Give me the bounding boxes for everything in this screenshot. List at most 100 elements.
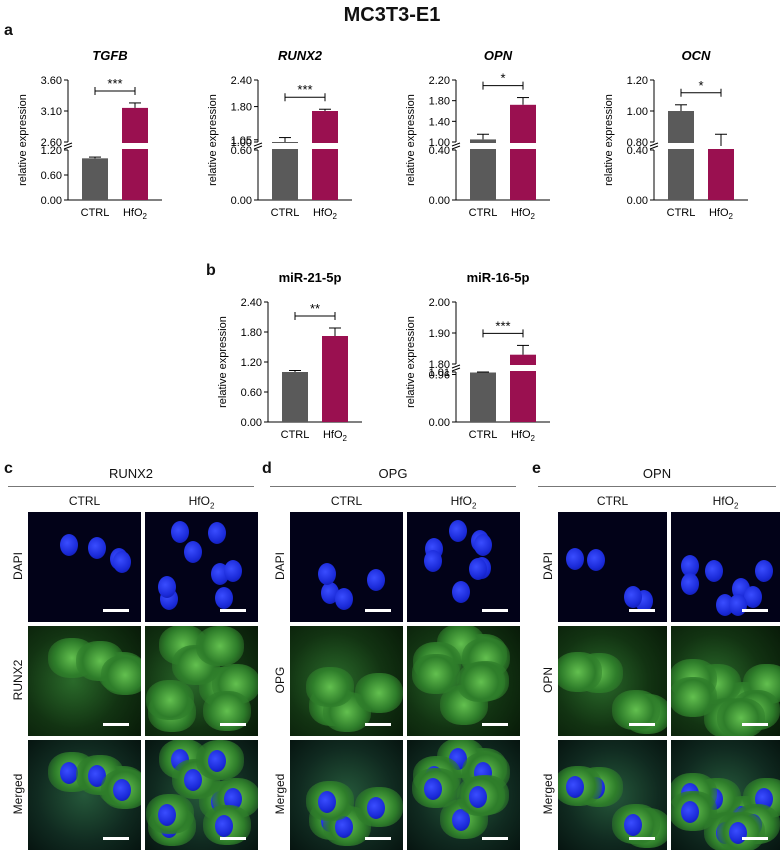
- if-col-label: HfO2: [450, 494, 477, 511]
- nucleus: [680, 573, 699, 596]
- axis-break-mark: [649, 142, 659, 147]
- bar-hfo2: [510, 104, 536, 200]
- y-tick-label: 2.20: [429, 75, 450, 87]
- scale-bar: [742, 609, 768, 612]
- scale-bar: [742, 837, 768, 840]
- if-col-label: CTRL: [68, 494, 101, 508]
- y-tick-label: 1.80: [429, 96, 450, 108]
- bar-break-gap: [311, 143, 339, 149]
- y-tick-label: 0.00: [627, 195, 648, 207]
- nucleus: [112, 551, 131, 574]
- nucleus: [318, 563, 337, 586]
- y-tick-label: 0.60: [41, 170, 62, 182]
- nucleus: [473, 534, 492, 557]
- significance-label: **: [310, 301, 320, 316]
- nucleus: [183, 769, 202, 792]
- scale-bar: [103, 723, 129, 726]
- y-tick-label: 1.05: [231, 135, 252, 147]
- y-tick-label: 0.40: [429, 145, 450, 157]
- x-tick-label: HfO2: [511, 429, 536, 443]
- axis-break-mark: [253, 145, 263, 150]
- nucleus: [158, 804, 177, 827]
- scale-bar: [103, 609, 129, 612]
- if-row-label: DAPI: [11, 552, 25, 581]
- nucleus: [728, 594, 747, 617]
- significance-label: ***: [495, 318, 510, 333]
- if-row-label: OPG: [273, 666, 287, 694]
- y-tick-label: 2.40: [231, 75, 252, 87]
- cell-cytoplasm: [100, 655, 141, 696]
- y-tick-label: 3.10: [41, 106, 62, 118]
- bar-ctrl: [272, 142, 298, 200]
- chart-opn: OPN relative expression 0.00 0.401.00 1.40 1.…: [405, 48, 550, 221]
- y-tick-label: 0.60: [241, 387, 262, 399]
- nucleus: [367, 796, 386, 819]
- bar-ctrl: [82, 158, 108, 200]
- nucleus: [566, 548, 585, 571]
- nucleus: [705, 560, 724, 583]
- y-tick-label: 1.00: [429, 137, 450, 149]
- significance-label: ***: [297, 82, 312, 97]
- if-panel-opn: OPN CTRL HfO2 DAPI OPN Merged: [530, 462, 784, 862]
- nucleus: [680, 801, 699, 824]
- chart-tgfb: TGFB relative expression 0.00 0.60 1.202.60 3…: [17, 48, 162, 221]
- scale-bar: [220, 723, 246, 726]
- nucleus: [754, 560, 773, 583]
- nucleus: [321, 581, 340, 604]
- y-tick-label: 1.80: [429, 359, 450, 371]
- nucleus: [587, 548, 606, 571]
- scale-bar: [629, 609, 655, 612]
- cell-cytoplasm: [146, 680, 195, 721]
- bar-break-gap: [667, 143, 695, 149]
- nucleus: [424, 550, 443, 573]
- nucleus: [424, 778, 443, 801]
- chart-mir-16-5p: miR-16-5p relative expression 0.00 0.961.01…: [405, 270, 550, 443]
- bar-hfo2: [708, 146, 734, 200]
- scale-bar: [365, 723, 391, 726]
- bar-hfo2: [122, 107, 148, 200]
- if-image-tile: [558, 740, 667, 850]
- if-target-label: OPN: [642, 466, 672, 481]
- if-image-tile: [28, 740, 141, 850]
- if-panel-opg: OPG CTRL HfO2 DAPI OPG Merged: [262, 462, 524, 862]
- figure-title: MC3T3-E1: [343, 4, 441, 26]
- scale-bar: [482, 837, 508, 840]
- y-tick-label: 0.00: [41, 195, 62, 207]
- if-image-tile: [290, 512, 403, 622]
- cell-cytoplasm: [195, 626, 244, 666]
- panel-label-b: b: [206, 262, 216, 279]
- bar-break-gap: [509, 365, 537, 371]
- y-tick-label: 0.96: [429, 369, 450, 381]
- scale-bar: [220, 837, 246, 840]
- axis-break-mark: [649, 145, 659, 150]
- nucleus: [60, 534, 79, 557]
- x-tick-label: CTRL: [281, 429, 310, 441]
- y-tick-label: 0.60: [231, 145, 252, 157]
- nucleus: [452, 581, 471, 604]
- nucleus: [318, 791, 337, 814]
- y-axis-label: relative expression: [207, 94, 219, 186]
- y-tick-label: 2.60: [41, 137, 62, 149]
- y-tick-label: 1.20: [41, 145, 62, 157]
- nucleus: [215, 814, 234, 837]
- y-tick-label: 1.20: [627, 75, 648, 87]
- y-tick-label: 2.40: [241, 297, 262, 309]
- nucleus: [335, 815, 354, 838]
- significance-label: *: [500, 71, 505, 86]
- if-image-tile: [407, 626, 520, 736]
- x-tick-label: HfO2: [123, 207, 148, 221]
- bar-ctrl: [470, 139, 496, 200]
- significance-label: ***: [107, 76, 122, 91]
- if-image-tile: [28, 626, 141, 736]
- nucleus: [624, 585, 643, 608]
- if-image-tile: [558, 626, 667, 736]
- y-tick-label: 0.00: [429, 417, 450, 429]
- if-panel-runx2: RUNX2 CTRL HfO2 DAPI RUNX2 Merged: [0, 462, 262, 862]
- chart-ocn: OCN relative expression 0.00 0.400.80 1.00 1.…: [603, 48, 748, 221]
- y-tick-label: 1.00: [231, 137, 252, 149]
- y-tick-label: 0.00: [241, 417, 262, 429]
- nucleus: [183, 541, 202, 564]
- scale-bar: [103, 837, 129, 840]
- y-tick-label: 0.00: [231, 195, 252, 207]
- x-tick-label: CTRL: [81, 207, 110, 219]
